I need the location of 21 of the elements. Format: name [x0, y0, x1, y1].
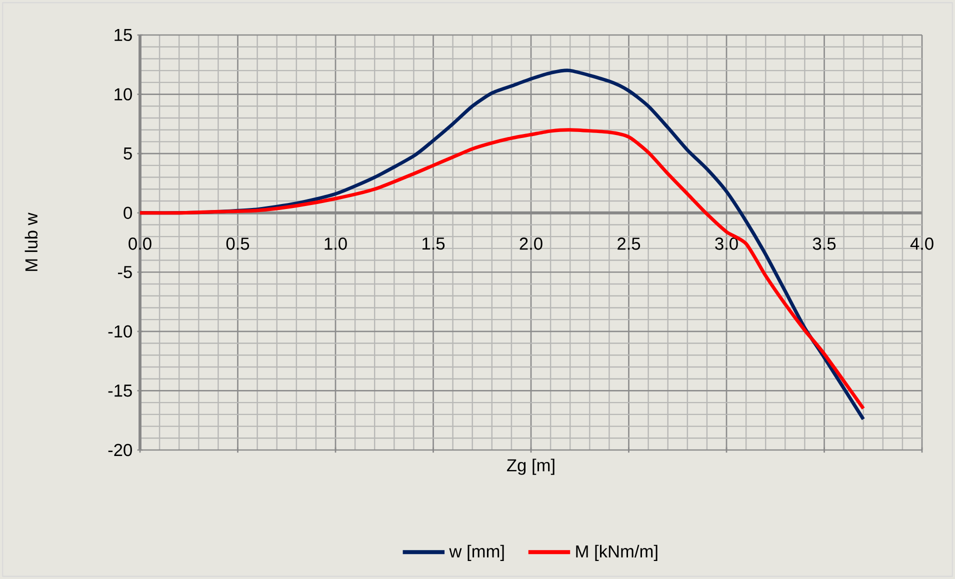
x-tick-label: 0.0 [128, 238, 152, 250]
y-tick-label: 5 [124, 148, 132, 160]
y-tick-label: -5 [118, 266, 132, 278]
legend-label: w [mm] [449, 544, 504, 561]
x-tick-label: 3.5 [812, 238, 836, 250]
x-tick-label: 1.0 [324, 238, 347, 250]
x-tick-label: 0.5 [226, 238, 250, 250]
legend-label: M [kNm/m] [576, 544, 658, 561]
x-tick-label: 2.0 [520, 238, 542, 250]
y-tick-label: -20 [108, 444, 132, 456]
y-tick-label: -15 [108, 384, 132, 397]
y-tick-label: -10 [108, 325, 132, 338]
y-tick-label: 0 [124, 206, 132, 219]
x-axis-title: Zg [m] [506, 458, 554, 475]
x-tick-label: 3.0 [715, 238, 738, 250]
x-tick-label: 4.0 [910, 238, 934, 250]
y-tick-label: 10 [114, 88, 132, 100]
y-tick-label: 15 [114, 28, 132, 42]
x-tick-label: 1.5 [422, 238, 445, 250]
y-axis-title: M lub w [24, 212, 38, 271]
x-tick-label: 2.5 [618, 238, 640, 250]
